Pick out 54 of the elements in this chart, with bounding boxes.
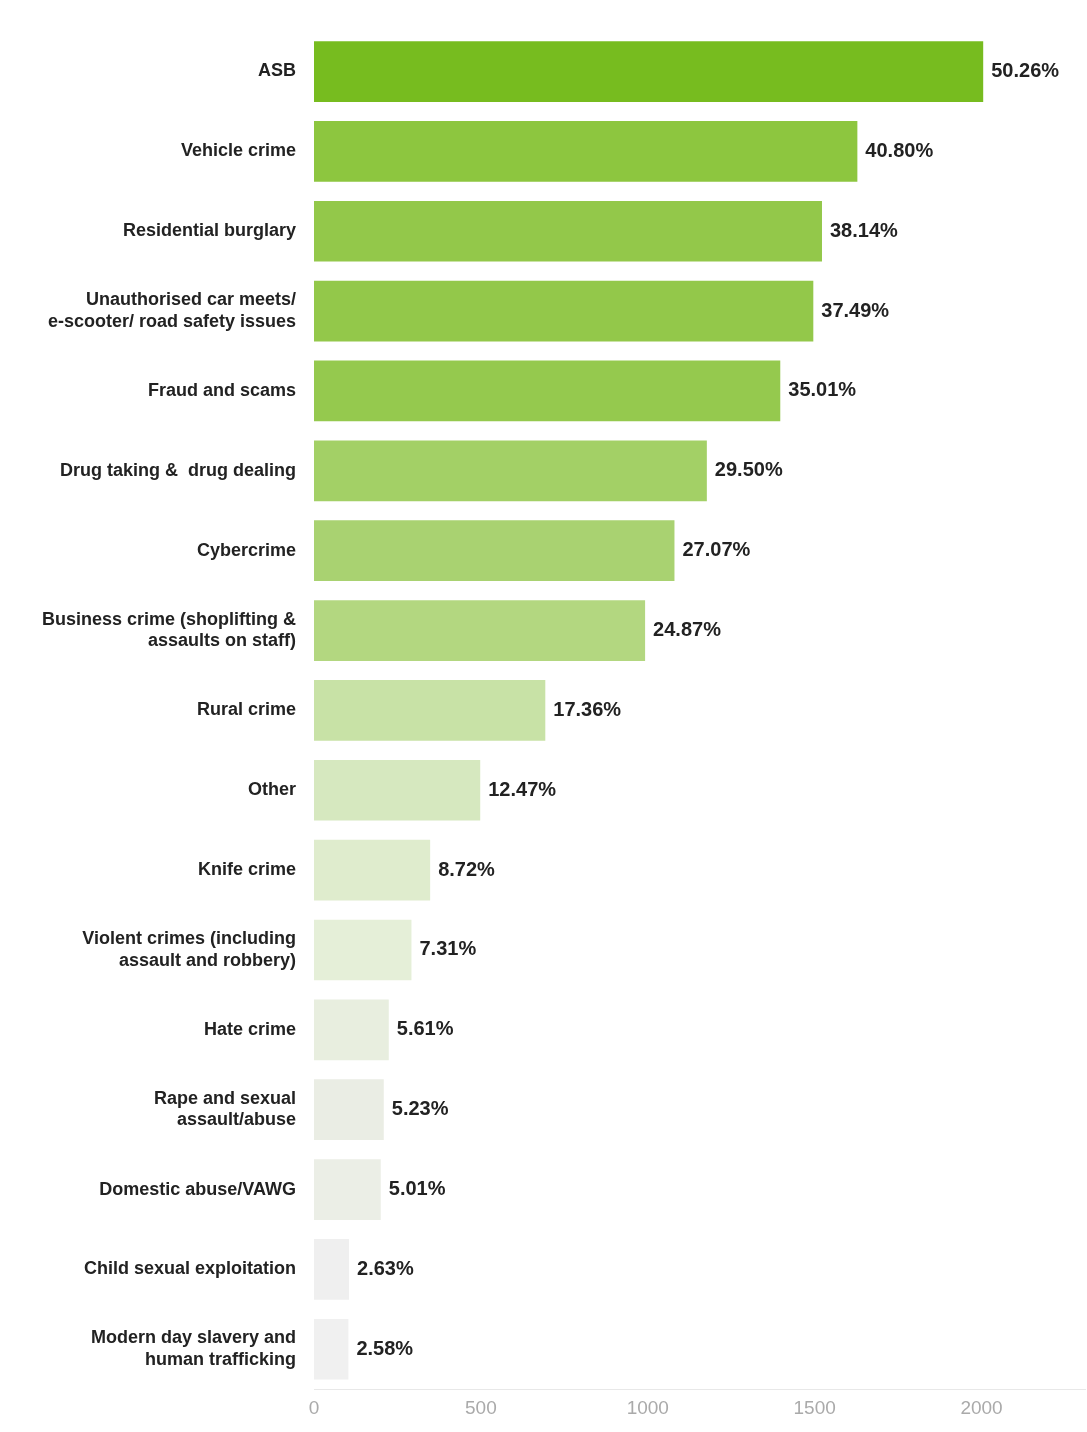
annotation: 12.47% (488, 777, 557, 800)
annotation: 8.72% (438, 857, 496, 880)
bar (314, 759, 481, 821)
y-tick-label: Business crime (shoplifting & assaults on staff) (41, 608, 296, 651)
y-tick-label: Fraud and scams (147, 379, 296, 400)
annotation: 17.36% (553, 697, 622, 720)
y-tick-label: Cybercrime (196, 539, 296, 560)
y-tick-label: Unauthorised car meets/ e-scooter/ road safety issues (47, 289, 296, 331)
bar (314, 200, 822, 262)
y-tick-label: Rural crime (196, 699, 296, 720)
y-tick-label: Hate crime (203, 1018, 296, 1039)
bar (314, 999, 389, 1061)
y-tick-label: Child sexual exploitation (83, 1258, 296, 1279)
y-tick-label: Other (247, 779, 296, 800)
annotation: 40.80% (865, 138, 934, 161)
bar (314, 919, 412, 981)
y-tick-label: Violent crimes (including assault and robbery) (82, 928, 297, 970)
y-tick-label: Drug taking & drug dealing (59, 459, 296, 480)
annotation: 5.01% (388, 1177, 446, 1200)
bar (314, 360, 781, 422)
annotation: 29.50% (714, 458, 783, 481)
y-tick-label: Vehicle crime (180, 140, 296, 161)
x-tick-label: 500 (465, 1396, 497, 1418)
bar (314, 440, 707, 502)
bar (314, 600, 646, 661)
y-tick-label: Residential burglary (122, 220, 296, 241)
annotation: 37.49% (821, 298, 890, 321)
y-tick-label: Modern day slavery and human trafficking (90, 1327, 296, 1370)
bar (314, 1159, 381, 1220)
y-tick-label: Rape and sexual assault/abuse (153, 1087, 296, 1130)
bar (314, 280, 814, 342)
bar (314, 680, 546, 741)
bar (314, 1079, 384, 1141)
bar (314, 839, 431, 901)
bar (314, 520, 675, 582)
annotation: 2.63% (357, 1256, 414, 1279)
x-tick-label: 1500 (793, 1396, 836, 1418)
annotation: 35.01% (788, 378, 857, 401)
annotation: 50.26% (991, 59, 1060, 82)
annotation: 2.58% (356, 1336, 414, 1359)
bar (314, 41, 984, 102)
y-tick-label: ASB (257, 60, 296, 81)
y-tick-label: Domestic abuse/VAWG (99, 1178, 296, 1199)
x-tick-label: 2000 (960, 1396, 1003, 1418)
bar (314, 121, 858, 182)
y-tick-label: Knife crime (197, 859, 296, 880)
annotation: 24.87% (653, 618, 722, 641)
x-tick-label: 0 (308, 1396, 320, 1418)
annotation: 7.31% (419, 937, 477, 960)
annotation: 27.07% (682, 538, 751, 561)
x-tick-label: 1000 (626, 1396, 669, 1418)
annotation: 5.23% (391, 1097, 449, 1120)
annotation: 5.61% (396, 1017, 454, 1040)
annotation: 38.14% (829, 218, 899, 241)
